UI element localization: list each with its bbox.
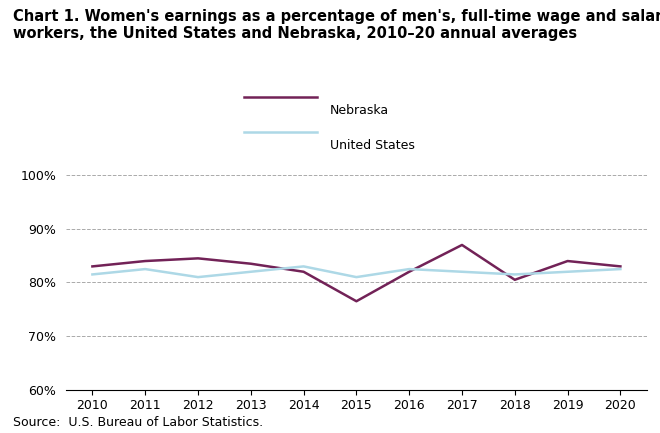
Text: Chart 1. Women's earnings as a percentage of men's, full-time wage and salary
wo: Chart 1. Women's earnings as a percentag…: [13, 9, 660, 41]
Text: United States: United States: [330, 139, 415, 152]
Text: Source:  U.S. Bureau of Labor Statistics.: Source: U.S. Bureau of Labor Statistics.: [13, 416, 263, 429]
Text: Nebraska: Nebraska: [330, 104, 389, 117]
